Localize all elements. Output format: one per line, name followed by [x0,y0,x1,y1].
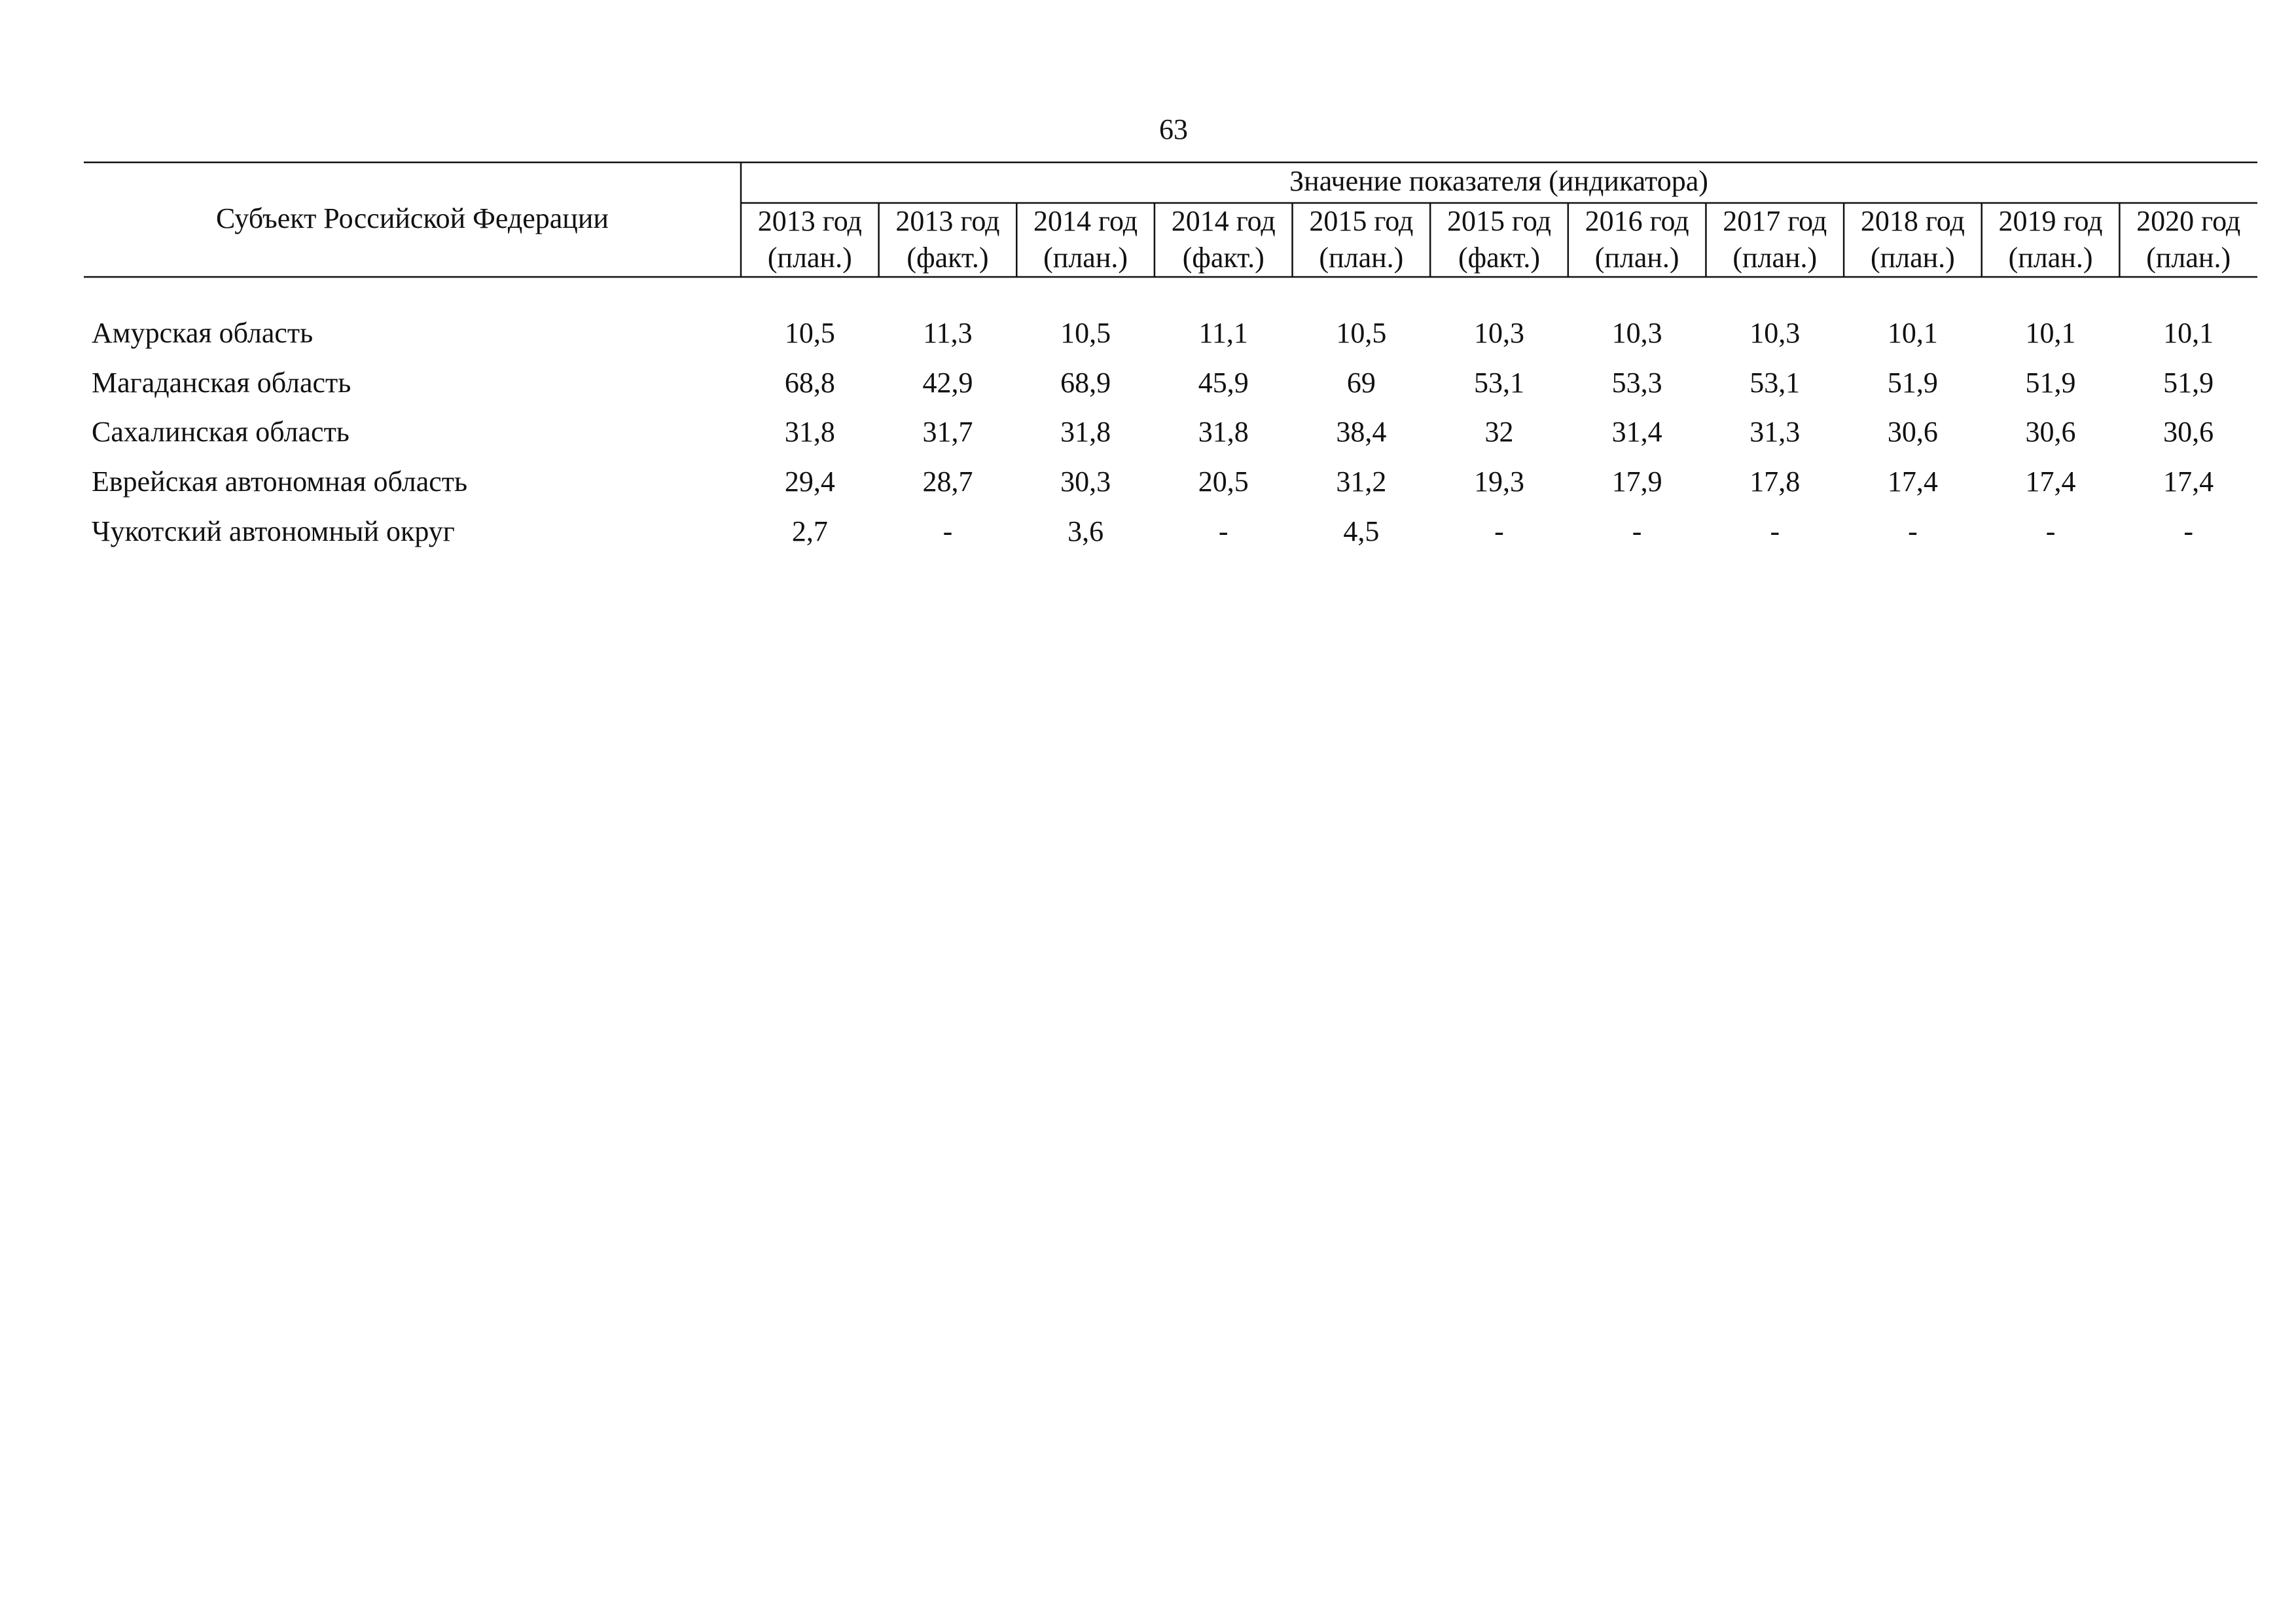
column-kind: (план.) [2146,242,2231,274]
cell: - [1908,515,1918,547]
cell: 11,3 [923,317,972,349]
cell: 53,3 [1612,367,1662,399]
column-kind: (факт.) [1183,242,1265,274]
cell: 31,8 [1198,416,1249,448]
cell: - [2046,515,2056,547]
cell: 29,4 [785,465,835,498]
cell: 51,9 [2163,367,2214,399]
cell: 10,5 [785,317,835,349]
cell: 31,7 [922,416,973,448]
cell: 17,8 [1749,465,1800,498]
column-year: 2016 год [1585,205,1689,237]
column-year: 2015 год [1309,205,1413,237]
cell: 28,7 [922,465,973,498]
column-year: 2013 год [895,205,999,237]
row-label: Магаданская область [92,367,351,399]
column-kind: (план.) [2009,242,2093,274]
cell: 53,1 [1474,367,1524,399]
cell: - [1219,515,1229,547]
row-label: Амурская область [92,317,313,349]
cell: 17,4 [2163,465,2214,498]
cell: 45,9 [1198,367,1249,399]
column-kind: (факт.) [906,242,988,274]
cell: 19,3 [1474,465,1524,498]
cell: 53,1 [1749,367,1800,399]
cell: 10,1 [1888,317,1938,349]
column-kind: (план.) [1871,242,1955,274]
cell: 11,1 [1199,317,1248,349]
cell: - [1632,515,1642,547]
column-year: 2018 год [1861,205,1965,237]
column-year: 2013 год [758,205,862,237]
column-kind: (план.) [1595,242,1679,274]
cell: 51,9 [1888,367,1938,399]
cell: 51,9 [2026,367,2076,399]
cell: 10,3 [1749,317,1800,349]
cell: 10,1 [2163,317,2214,349]
cell: 10,5 [1336,317,1386,349]
column-year: 2020 год [2136,205,2240,237]
cell: 17,9 [1612,465,1662,498]
column-kind: (план.) [768,242,852,274]
cell: 4,5 [1343,515,1379,547]
cell: 20,5 [1198,465,1249,498]
subject-header: Субъект Российской Федерации [216,202,609,234]
column-year: 2014 год [1172,205,1276,237]
cell: 2,7 [792,515,828,547]
page-number: 63 [1159,113,1188,145]
column-year: 2014 год [1033,205,1138,237]
cell: - [1494,515,1504,547]
cell: 10,5 [1060,317,1111,349]
cell: 3,6 [1067,515,1103,547]
cell: 31,8 [1060,416,1111,448]
cell: 10,3 [1474,317,1524,349]
cell: 17,4 [2026,465,2076,498]
cell: 10,3 [1612,317,1662,349]
row-label: Еврейская автономная область [92,465,467,498]
column-year: 2015 год [1447,205,1551,237]
cell: 31,4 [1612,416,1662,448]
column-kind: (факт.) [1458,242,1540,274]
row-label: Чукотский автономный округ [92,515,455,547]
cell: 31,3 [1749,416,1800,448]
group-header: Значение показателя (индикатора) [1289,165,1708,197]
column-year: 2019 год [1999,205,2103,237]
cell: - [943,515,953,547]
cell: 68,8 [785,367,835,399]
cell: 31,2 [1336,465,1386,498]
cell: 30,6 [2026,416,2076,448]
cell: 31,8 [785,416,835,448]
cell: 42,9 [922,367,973,399]
cell: 17,4 [1888,465,1938,498]
row-label: Сахалинская область [92,416,350,448]
cell: 69 [1347,367,1376,399]
column-year: 2017 год [1723,205,1827,237]
column-kind: (план.) [1043,242,1128,274]
cell: - [2183,515,2193,547]
cell: - [1770,515,1780,547]
cell: 38,4 [1336,416,1386,448]
column-kind: (план.) [1319,242,1403,274]
cell: 30,6 [2163,416,2214,448]
cell: 32 [1485,416,1514,448]
cell: 10,1 [2026,317,2076,349]
cell: 30,3 [1060,465,1111,498]
cell: 30,6 [1888,416,1938,448]
column-kind: (план.) [1732,242,1817,274]
cell: 68,9 [1060,367,1111,399]
